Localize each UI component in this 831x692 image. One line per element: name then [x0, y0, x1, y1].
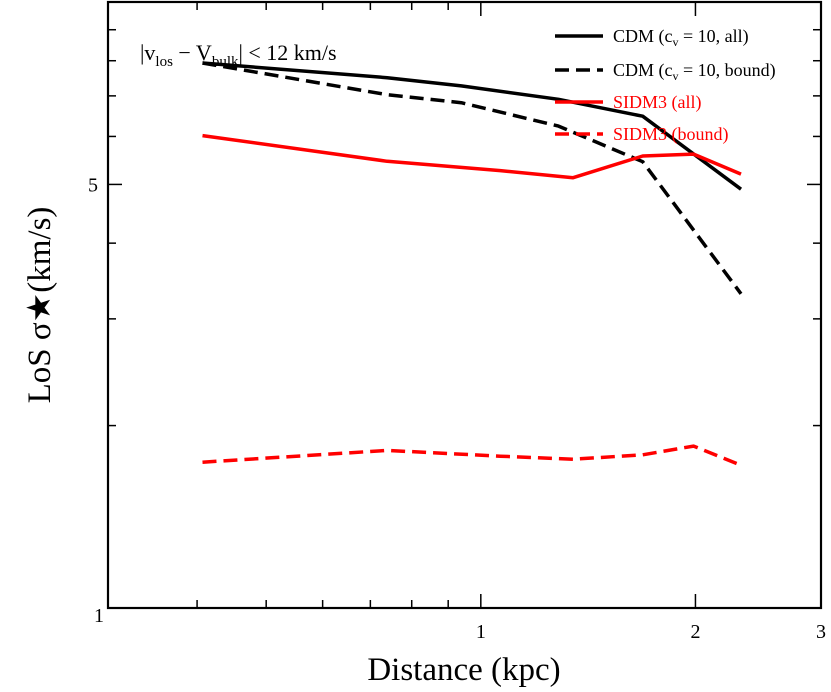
legend-label-sidm3-bound: SIDM3 (bound) — [613, 124, 729, 145]
tick-labels: 1 2 3 1 5 — [88, 174, 826, 643]
legend-entry-sidm3-all: SIDM3 (all) — [555, 92, 702, 113]
annotation-part-1: |v — [140, 40, 155, 65]
y-axis-label: LoS σ★(km/s) — [22, 207, 58, 404]
x-axis-label: Distance (kpc) — [367, 652, 560, 688]
legend-entry-cdm-bound: CDM (cv = 10, bound) — [555, 60, 776, 83]
x-tick-label: 2 — [690, 621, 700, 643]
legend-label-cdm-bound: CDM (cv = 10, bound) — [613, 60, 776, 83]
legend-entry-sidm3-bound: SIDM3 (bound) — [555, 124, 729, 145]
x-tick-label-edge: 1 — [94, 605, 104, 627]
legend-label-cdm-all: CDM (cv = 10, all) — [613, 26, 749, 49]
annotation-part-5: | < 12 km/s — [239, 40, 337, 65]
x-tick-label: 3 — [816, 621, 826, 643]
y-tick-label: 5 — [88, 174, 98, 196]
plot-frame — [106, 0, 823, 610]
annotation-subscript-bulk: bulk — [212, 54, 239, 70]
plot-lines — [202, 61, 743, 467]
axis-ticks — [108, 2, 822, 609]
annotation-part-3: − V — [173, 40, 212, 65]
annotation-subscript-los: los — [155, 54, 173, 70]
series-line-cdm-c-v-10-all — [202, 61, 743, 191]
series-line-cdm-c-v-10-bound — [202, 61, 743, 295]
legend-entry-cdm-all: CDM (cv = 10, all) — [555, 26, 749, 49]
y-axis-label-text: LoS σ★(km/s) — [22, 207, 58, 404]
selection-annotation: |vlos − Vbulk| < 12 km/s — [140, 40, 337, 70]
svg-text:LoS σ★(km/s): LoS σ★(km/s) — [22, 207, 58, 404]
series-line-sidm3-all — [202, 133, 742, 180]
legend: CDM (cv = 10, all) CDM (cv = 10, bound) … — [555, 26, 776, 145]
legend-label-sidm3-all: SIDM3 (all) — [613, 92, 702, 113]
series-line-sidm3-bound — [202, 444, 742, 467]
x-tick-label: 1 — [476, 621, 486, 643]
